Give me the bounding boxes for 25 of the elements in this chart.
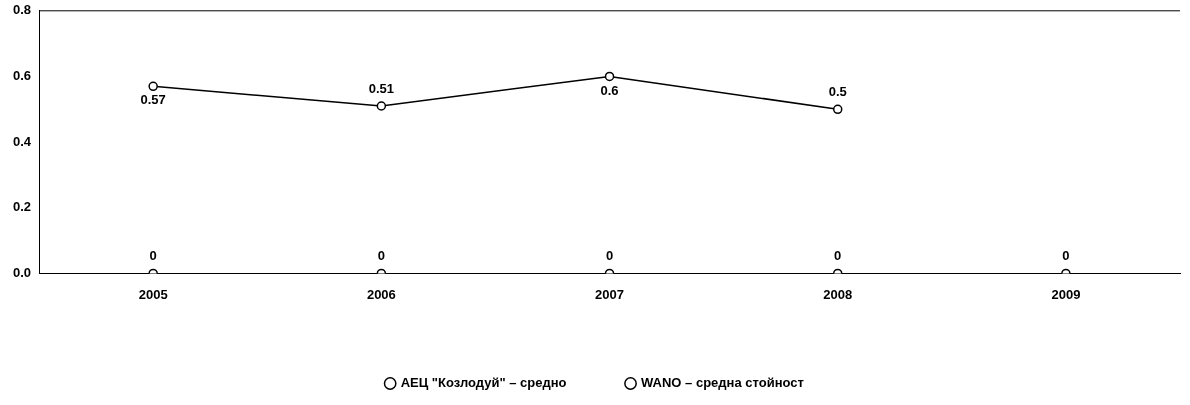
data-label: 0 bbox=[605, 248, 614, 264]
data-label: 0 bbox=[149, 248, 157, 264]
y-tick-label: 0.6 bbox=[12, 68, 32, 84]
x-tick-label: 2008 bbox=[823, 286, 853, 302]
point bbox=[148, 81, 158, 92]
legend-label: WANO – средна стойност bbox=[641, 375, 804, 391]
y-tick-label: 0.0 bbox=[12, 264, 32, 280]
data-label: 0 bbox=[834, 248, 842, 264]
x-tick-label: 2005 bbox=[138, 286, 168, 302]
x-tick-label: 2009 bbox=[1051, 286, 1081, 302]
data-label: 0 bbox=[1062, 248, 1070, 264]
data-label: 0.6 bbox=[600, 82, 619, 98]
data-label: 0 bbox=[377, 248, 385, 264]
x-tick-label: 2006 bbox=[366, 286, 396, 302]
data-label: 0.57 bbox=[140, 92, 166, 108]
x-tick-label: 2007 bbox=[595, 286, 624, 302]
y-tick-label: 0.8 bbox=[12, 2, 32, 18]
point bbox=[376, 101, 387, 111]
data-label: 0.51 bbox=[368, 81, 395, 97]
data-label: 0.5 bbox=[828, 84, 847, 100]
y-tick-label: 0.2 bbox=[12, 199, 32, 215]
legend-label: АЕЦ "Козлодуй" – средно bbox=[400, 375, 567, 391]
y-tick-label: 0.4 bbox=[12, 133, 32, 149]
point bbox=[832, 104, 843, 115]
point bbox=[604, 71, 615, 82]
